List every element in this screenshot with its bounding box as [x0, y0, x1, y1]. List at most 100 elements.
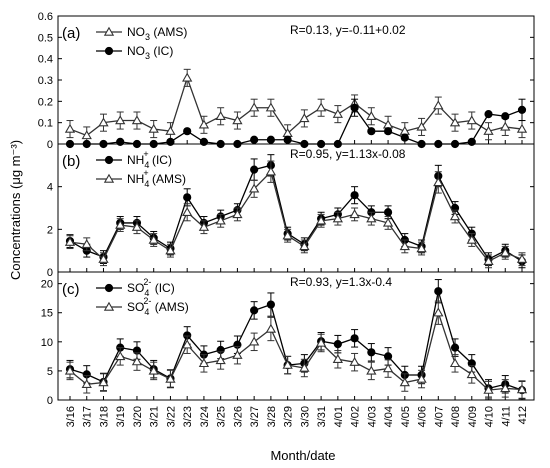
- data-point: [183, 127, 192, 136]
- x-tick-label: 4/03: [366, 406, 378, 427]
- data-point: [517, 105, 527, 114]
- legend-label: NH4+ (IC): [127, 149, 172, 170]
- data-point: [399, 241, 410, 251]
- series-line: [69, 164, 523, 262]
- x-tick-label: 3/18: [98, 406, 110, 427]
- data-point: [64, 365, 76, 375]
- data-point: [315, 337, 327, 347]
- x-tick-label: 4/02: [350, 406, 362, 427]
- data-point: [516, 123, 528, 133]
- data-point: [484, 110, 493, 119]
- data-point: [350, 334, 359, 343]
- y-tick-label: 4: [47, 182, 53, 194]
- data-point: [332, 213, 343, 223]
- data-point: [81, 130, 92, 140]
- data-point: [198, 119, 210, 129]
- data-point: [500, 121, 511, 131]
- data-point: [450, 343, 460, 352]
- data-point: [500, 383, 511, 393]
- data-point: [449, 117, 461, 127]
- data-point: [183, 193, 192, 202]
- data-point: [382, 363, 394, 373]
- data-point: [383, 352, 393, 361]
- data-point: [449, 358, 461, 368]
- x-tick-label: 4/04: [383, 406, 395, 427]
- y-tick-label: 5: [47, 366, 53, 378]
- data-point: [383, 208, 393, 217]
- y-tick-label: 10: [41, 337, 53, 349]
- legend-marker: [104, 155, 114, 165]
- data-point: [265, 166, 277, 176]
- legend-entry: NO3 (IC): [96, 44, 173, 61]
- regression-annotation: R=0.95, y=1.13x-0.08: [290, 147, 406, 161]
- series-so4-2-ic-: [65, 279, 527, 400]
- legend-label: SO42- (IC): [127, 277, 175, 298]
- data-point: [282, 230, 293, 240]
- x-tick-label: 3/19: [115, 406, 127, 427]
- series-line: [69, 310, 523, 391]
- y-tick-label: 0.1: [38, 118, 53, 130]
- data-point: [249, 183, 260, 193]
- y-tick-label: 0.3: [38, 75, 53, 87]
- data-point: [232, 115, 243, 125]
- data-point: [350, 103, 359, 112]
- y-tick-label: 0: [47, 139, 53, 151]
- x-tick-label: 3/30: [299, 406, 311, 427]
- data-point: [416, 121, 427, 131]
- legend-entry: NO3 (AMS): [96, 25, 187, 42]
- data-point: [366, 110, 377, 120]
- data-point: [466, 369, 477, 379]
- data-point: [115, 115, 126, 125]
- data-point: [148, 365, 159, 375]
- data-point: [98, 253, 109, 263]
- data-point: [367, 127, 376, 136]
- series-line: [69, 75, 523, 137]
- series-line: [69, 170, 523, 263]
- data-point: [299, 113, 310, 123]
- y-axis-label: Concentrations (μg m⁻³): [8, 140, 23, 280]
- data-point: [433, 177, 444, 187]
- data-point: [500, 247, 511, 257]
- data-point: [349, 356, 360, 366]
- legend-marker: [103, 301, 115, 311]
- x-tick-label: 3/21: [149, 406, 161, 427]
- x-axis-label: Month/date: [270, 448, 335, 463]
- data-point: [115, 351, 126, 361]
- data-point: [64, 123, 76, 133]
- data-point: [366, 213, 377, 223]
- data-point: [501, 112, 510, 121]
- data-point: [349, 209, 360, 219]
- data-point: [98, 377, 109, 387]
- data-point: [165, 245, 176, 255]
- x-tick-label: 4/11: [500, 406, 512, 427]
- x-tick-label: 4/07: [433, 406, 445, 427]
- data-point: [215, 355, 226, 365]
- y-tick-label: 20: [41, 279, 53, 291]
- data-point: [332, 108, 343, 118]
- data-point: [250, 165, 259, 174]
- data-point: [315, 215, 327, 225]
- legend-marker: [103, 26, 115, 36]
- data-point: [266, 300, 275, 309]
- data-point: [516, 384, 528, 394]
- x-tick-label: 3/22: [165, 406, 177, 427]
- legend-entry: SO42- (IC): [96, 277, 175, 298]
- data-point: [232, 349, 243, 359]
- data-point: [315, 102, 327, 112]
- series-so4-2-ams-: [64, 300, 528, 400]
- y-tick-label: 0.6: [38, 11, 53, 23]
- data-point: [382, 217, 394, 227]
- x-tick-label: 3/27: [249, 406, 261, 427]
- legend-marker: [104, 46, 114, 56]
- x-tick-label: 412: [517, 406, 529, 424]
- data-point: [483, 256, 494, 266]
- x-tick-label: 4/09: [467, 406, 479, 427]
- x-tick-label: 4/10: [484, 406, 496, 427]
- x-tick-label: 4/08: [450, 406, 462, 427]
- legend-entry: NH4+ (IC): [96, 149, 172, 170]
- series-nh4-ams-: [64, 160, 528, 269]
- data-point: [64, 236, 76, 246]
- legend-entry: NH4+ (AMS): [96, 168, 186, 189]
- data-point: [215, 110, 226, 120]
